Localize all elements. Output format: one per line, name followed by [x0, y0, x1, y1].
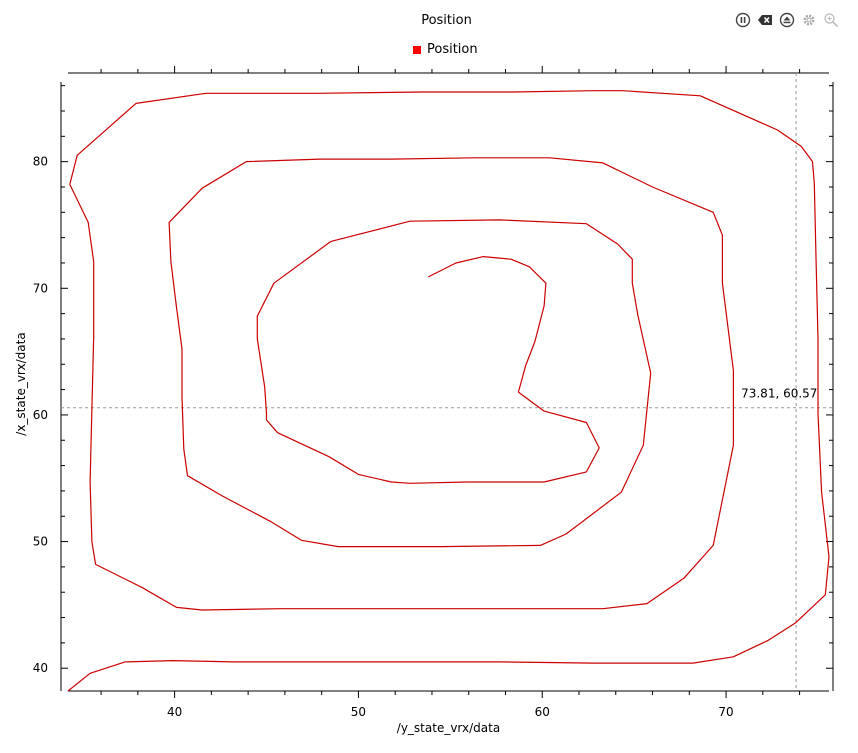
chart-toolbar: [735, 12, 839, 28]
y-tick-label: 60: [33, 408, 48, 422]
chart-title: Position: [421, 13, 472, 28]
legend-label: Position: [427, 42, 478, 57]
y-tick-label: 40: [33, 661, 48, 675]
x-tick-label: 70: [718, 705, 733, 719]
cursor-readout: 73.81, 60.57: [741, 387, 817, 401]
x-tick-label: 50: [351, 705, 366, 719]
eject-icon[interactable]: [779, 12, 795, 28]
clear-icon[interactable]: [757, 12, 773, 28]
legend: Position: [413, 42, 478, 57]
zoom-icon[interactable]: [823, 12, 839, 28]
x-tick-label: 40: [167, 705, 182, 719]
legend-swatch: [413, 45, 421, 54]
settings-icon[interactable]: [801, 12, 817, 28]
x-tick-label: 60: [535, 705, 550, 719]
y-tick-label: 70: [33, 281, 48, 295]
y-axis-label: /x_state_vrx/data: [14, 332, 28, 435]
series-line-position: [67, 90, 830, 692]
y-tick-label: 80: [33, 155, 48, 169]
pause-icon[interactable]: [735, 12, 751, 28]
x-axis-label: /y_state_vrx/data: [397, 721, 500, 735]
y-tick-label: 50: [33, 535, 48, 549]
